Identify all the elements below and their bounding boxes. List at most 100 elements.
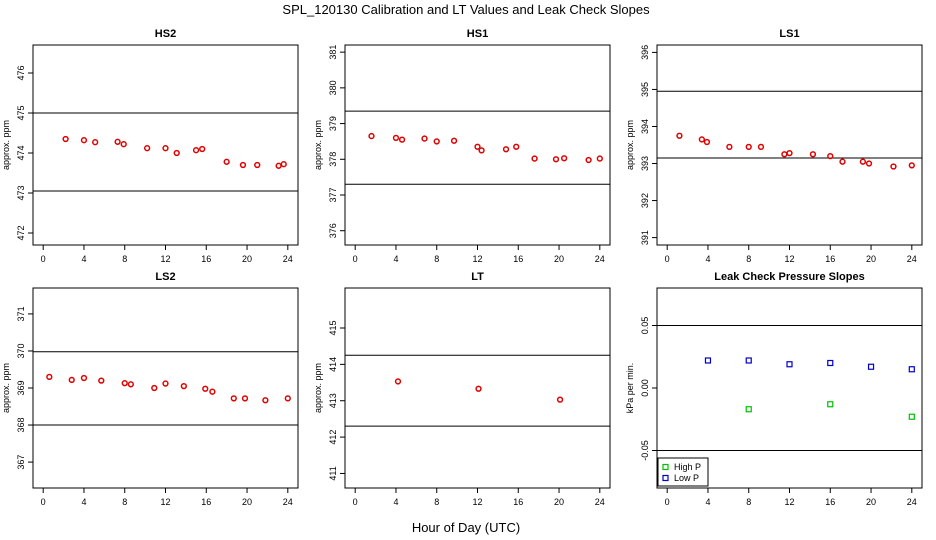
data-point: [202, 385, 209, 392]
x-tick-label: 8: [122, 497, 127, 507]
y-axis-label: approx. ppm: [313, 120, 323, 170]
data-point: [120, 141, 127, 148]
x-tick-label: 24: [907, 254, 917, 264]
y-axis-label: approx. ppm: [1, 120, 11, 170]
data-point: [560, 155, 568, 162]
y-tick-label: 411: [328, 466, 338, 480]
x-tick-label: 16: [513, 497, 523, 507]
data-point: [726, 143, 733, 151]
plot-frame: [32, 44, 299, 246]
y-tick-label: 396: [640, 45, 650, 60]
data-point: [280, 161, 287, 168]
x-tick-label: 0: [41, 254, 46, 264]
y-tick-label: 412: [328, 430, 338, 445]
data-point: [68, 376, 75, 384]
x-tick-label: 24: [907, 497, 917, 507]
x-tick-label: 20: [242, 497, 252, 507]
x-tick-label: 16: [201, 497, 211, 507]
x-tick-label: 12: [472, 254, 482, 264]
data-point: [46, 373, 53, 381]
data-point: [284, 395, 291, 402]
data-point: [450, 137, 458, 144]
data-point: [127, 381, 134, 388]
x-tick-label: 8: [434, 254, 439, 264]
x-tick-label: 16: [825, 497, 835, 507]
figure-title: SPL_120130 Calibration and LT Values and…: [282, 2, 650, 17]
x-tick-label: 0: [665, 254, 670, 264]
data-point: [552, 156, 560, 163]
data-point: [162, 145, 169, 152]
data-point: [703, 138, 711, 146]
data-point: [239, 161, 247, 169]
x-tick-label: 20: [866, 497, 876, 507]
data-point: [745, 406, 752, 413]
panel-4: LT approx. ppm 0 4 8 12 16 20 24 411 412 413 414 415: [313, 271, 611, 507]
data-point: [475, 385, 482, 392]
y-tick-label: 414: [328, 357, 338, 372]
y-tick-label: 368: [16, 418, 26, 433]
y-tick-label: 474: [16, 145, 26, 160]
y-tick-label: 369: [16, 380, 26, 395]
y-axis-label: kPa per min.: [625, 363, 635, 414]
data-point: [474, 143, 481, 150]
x-tick-label: 12: [784, 254, 794, 264]
data-point: [80, 374, 88, 382]
data-point: [502, 146, 510, 153]
data-point: [839, 158, 846, 165]
y-tick-label: 473: [16, 185, 26, 200]
data-point: [585, 156, 592, 164]
panel-0: HS2 approx. ppm 0 4 8 12 16 20 24 472 473 474 475 476: [1, 28, 299, 264]
x-tick-label: 0: [353, 497, 358, 507]
legend-label: Low P: [674, 473, 699, 483]
x-tick-label: 8: [746, 254, 751, 264]
panels: HS2 approx. ppm 0 4 8 12 16 20 24 472 473 474 475 476…: [1, 28, 923, 507]
y-tick-label: 393: [640, 156, 650, 171]
x-tick-label: 20: [866, 254, 876, 264]
data-point: [908, 366, 915, 373]
plot-frame: [656, 44, 923, 246]
x-tick-label: 20: [554, 497, 564, 507]
x-tick-label: 4: [81, 497, 86, 507]
x-tick-label: 20: [554, 254, 564, 264]
y-tick-label: 415: [328, 320, 338, 335]
x-tick-label: 0: [665, 497, 670, 507]
data-point: [745, 357, 752, 364]
data-point: [698, 136, 705, 143]
data-point: [230, 395, 237, 402]
data-point: [704, 357, 712, 364]
legend-marker: [662, 474, 669, 482]
data-point: [531, 155, 538, 162]
x-tick-label: 4: [393, 497, 398, 507]
panel-5: Leak Check Pressure Slopes kPa per min. 0 4…: [625, 271, 923, 507]
y-tick-label: 475: [16, 105, 26, 120]
y-tick-label: 476: [16, 65, 26, 80]
data-point: [98, 377, 105, 384]
data-point: [173, 149, 180, 157]
y-tick-label: 370: [16, 343, 26, 358]
data-point: [192, 147, 200, 154]
data-point: [786, 149, 793, 157]
panel-title: LT: [471, 271, 484, 283]
data-point: [209, 388, 216, 395]
data-point: [556, 396, 564, 403]
data-point: [781, 151, 788, 158]
y-tick-label: 0.05: [640, 317, 650, 335]
data-point: [890, 163, 897, 170]
panel-title: HS2: [155, 28, 176, 40]
panel-3: LS2 approx. ppm 0 4 8 12 16 20 24 367 368 369 370 371: [1, 271, 299, 507]
legend-label: High P: [674, 462, 701, 472]
data-point: [151, 384, 158, 392]
data-point: [368, 132, 375, 140]
data-point: [180, 382, 187, 390]
data-point: [827, 359, 834, 367]
x-tick-label: 0: [41, 497, 46, 507]
data-point: [241, 395, 249, 402]
data-point: [809, 151, 817, 158]
data-point: [745, 143, 752, 151]
x-tick-label: 4: [705, 497, 710, 507]
x-tick-label: 12: [160, 497, 170, 507]
legend-marker: [662, 463, 669, 471]
data-point: [596, 155, 603, 162]
y-tick-label: 376: [328, 223, 338, 238]
y-tick-label: 472: [16, 225, 26, 240]
